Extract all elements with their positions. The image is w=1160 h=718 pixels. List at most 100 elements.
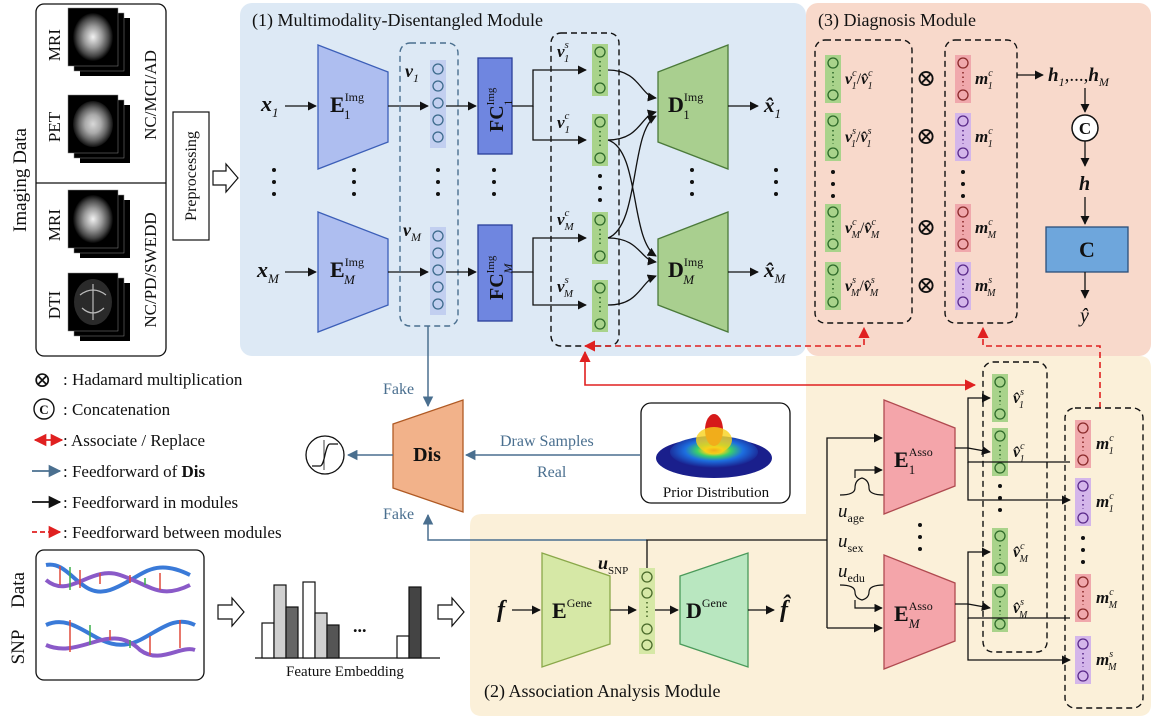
latent-pairs-group: [814, 39, 913, 324]
reconstruction-f: f̂: [780, 595, 792, 623]
latent-nodes-vMc: [592, 212, 608, 264]
legend-concat: : Concatenation: [63, 400, 171, 419]
legend-ff: : Feedforward in modules: [63, 493, 238, 512]
svg-text:Feature Embedding: Feature Embedding: [286, 664, 404, 680]
legend-associate: : Associate / Replace: [63, 431, 205, 450]
diag-row-3: vc M/v̂c M ⊗ mc M: [825, 204, 997, 252]
svg-text:vc1: vc 1: [557, 110, 570, 136]
svg-text:v̂c1: v̂c 1: [1013, 441, 1025, 465]
svg-text:msM: ms M: [1096, 649, 1117, 673]
latent-nodes-v1s: [592, 44, 608, 96]
group1-diagnosis-label: NC/MCI/AD: [141, 50, 160, 140]
assoc-latent-1s: v̂s 1: [992, 374, 1024, 422]
association-encoder-M: [883, 554, 956, 670]
dti-scan-stack: [67, 272, 130, 341]
modality-label-pet: PET: [45, 111, 64, 142]
prior-distribution: Prior Distribution: [640, 402, 791, 504]
svg-text:Fake: Fake: [383, 381, 414, 398]
svg-text:Preprocessing: Preprocessing: [183, 131, 200, 221]
legend: ⊗ : Hadamard multiplication C : Concaten…: [32, 367, 282, 542]
imaging-data-label: Imaging Data: [10, 127, 31, 232]
svg-text:C: C: [1079, 237, 1095, 262]
legend-hadamard: : Hadamard multiplication: [63, 370, 243, 389]
svg-text:⊗: ⊗: [916, 124, 936, 150]
legend-concat-icon: [33, 398, 55, 420]
modality-label-mri-1: MRI: [45, 29, 64, 61]
assoc-latent-1c: v̂c 1: [992, 428, 1025, 476]
disentangled-latent-group: [550, 32, 620, 347]
sigmoid-icon: [305, 435, 345, 475]
svg-text:Fake: Fake: [383, 506, 414, 523]
mask-1s: mc 1: [1075, 478, 1114, 526]
latent-v-group: [399, 42, 459, 327]
svg-text:mc1: mc 1: [975, 126, 993, 150]
association-latent-group: [982, 361, 1048, 653]
input-f: f: [497, 597, 507, 623]
module2-background: [470, 356, 1151, 716]
svg-text:Real: Real: [537, 464, 567, 481]
legend-hadamard-icon: ⊗: [33, 367, 51, 392]
red-associate-line: [579, 350, 977, 391]
legend-between: : Feedforward between modules: [63, 523, 282, 542]
svg-text:Prior Distribution: Prior Distribution: [663, 485, 770, 501]
svg-text:mc1: mc 1: [1096, 433, 1114, 457]
fc-layer-1: [477, 57, 513, 155]
module1-title: (1) Multimodality-Disentangled Module: [252, 10, 543, 31]
svg-text:C: C: [39, 402, 48, 417]
red-link-m1-m3: [583, 326, 870, 352]
h-sequence: h1,...,hM: [1048, 65, 1110, 89]
mri-scan-stack-2: [67, 189, 130, 258]
svg-text:Data: Data: [8, 572, 29, 608]
preprocessing-arrow: [212, 162, 239, 194]
mask-Mc: mc M: [1075, 574, 1118, 622]
svg-text:msM: ms M: [975, 275, 996, 299]
embedding-arrow: [437, 596, 465, 628]
pet-scan-stack: [67, 94, 130, 163]
modality-label-mri-2: MRI: [45, 209, 64, 241]
svg-text:...: ...: [353, 616, 367, 636]
snp-arrow: [217, 596, 245, 628]
module2-title: (2) Association Analysis Module: [484, 681, 721, 702]
image-encoder-1: [317, 44, 389, 170]
prediction-y: ŷ: [1078, 305, 1089, 327]
svg-text:Draw Samples: Draw Samples: [500, 433, 594, 450]
svg-text:vs1: vs 1: [557, 39, 569, 65]
fc-layer-M: [477, 224, 513, 322]
latent-nodes-vMs: [592, 280, 608, 332]
group2-diagnosis-label: NC/PD/SWEDD: [141, 212, 160, 327]
red-link-m2-mask: [977, 326, 1101, 408]
svg-text:v̂s1: v̂s 1: [1013, 387, 1024, 411]
h-vector: h: [1079, 173, 1090, 195]
gene-decoder: [679, 552, 749, 668]
svg-text:⊗: ⊗: [916, 215, 936, 241]
feature-embedding: ... Feature Embedding: [255, 581, 440, 680]
input-xM: xM: [256, 257, 280, 286]
svg-text:C: C: [1079, 119, 1091, 138]
association-mask-group: [1064, 407, 1144, 709]
legend-dis: : Feedforward of Dis: [63, 462, 206, 481]
module3-content: vc 1/v̂c 1 ⊗ mc 1 vs 1/v̂s 1 ⊗ mc 1: [814, 39, 1129, 327]
latent-nodes-v1c: [592, 114, 608, 166]
svg-text:SNP: SNP: [8, 630, 29, 665]
image-encoder-M: [317, 211, 389, 333]
gene-encoder: [541, 552, 611, 668]
imaging-data-panel: [35, 3, 167, 357]
snp-panel: SNP Data: [8, 549, 205, 681]
preprocessing-box: Preprocessing: [172, 111, 210, 241]
svg-text:Dis: Dis: [413, 444, 441, 466]
mask-1c: mc 1: [1075, 420, 1114, 468]
svg-text:mcM: mc M: [975, 217, 997, 241]
classifier-box: [1045, 226, 1129, 273]
discriminator-area: Fake Dis Draw Samples Real Fake: [305, 326, 647, 541]
mask-Ms: ms M: [1075, 636, 1117, 684]
diag-row-1: vc 1/v̂c 1 ⊗ mc 1: [825, 55, 993, 103]
mask-group: [944, 39, 1018, 324]
mri-scan-stack-1: [67, 7, 130, 76]
module3-title: (3) Diagnosis Module: [818, 10, 976, 31]
svg-text:mc1: mc 1: [975, 68, 993, 92]
association-encoder-1: [883, 399, 956, 515]
svg-text:mc1: mc 1: [1096, 491, 1114, 515]
image-decoder-1: [657, 44, 729, 170]
svg-text:⊗: ⊗: [916, 66, 936, 92]
